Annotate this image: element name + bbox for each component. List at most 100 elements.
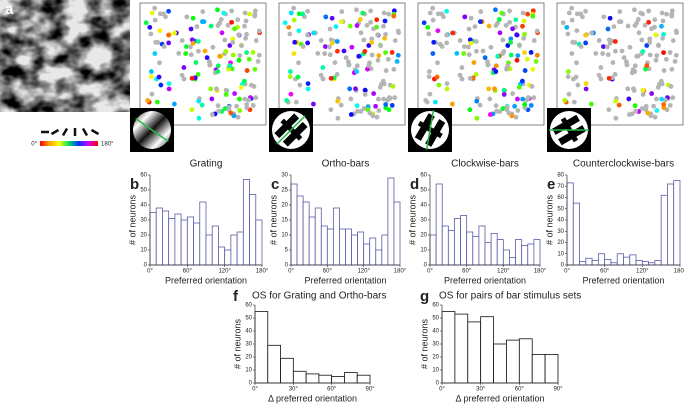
neuron-dot [639,106,645,111]
neuron-dot [565,69,571,74]
bar [249,194,257,266]
bar [429,234,437,266]
neuron-dot [430,5,436,11]
panel-label: f [233,288,239,305]
x-tick-label: 180° [534,269,547,275]
neuron-dot [661,68,667,73]
neuron-dot [466,26,472,32]
panel-label: b [130,176,139,193]
neuron-dot [199,102,205,108]
neuron-dot [632,7,637,13]
neuron-dot [196,48,201,54]
neuron-dot [286,24,292,30]
neuron-dot [366,63,372,69]
colorbar-min: 0° [31,142,37,148]
bar [318,374,333,384]
neuron-dot [334,72,340,77]
neuron-dot [246,56,252,62]
neuron-dot [444,81,450,86]
neuron-dot [322,51,328,56]
x-tick-label: 60° [462,269,472,275]
neuron-dot [658,78,664,84]
neuron-dot [486,86,492,92]
neuron-dot [525,11,531,17]
neuron-dot [202,48,208,54]
bar [339,228,346,266]
neuron-dot [520,96,526,102]
neuron-dot [166,32,171,38]
neuron-dot [617,9,623,15]
x-tick-label: 60° [515,387,525,393]
chart-title: Counterclockwise-bars [573,159,674,170]
bar [375,249,383,266]
neuron-dot [381,23,386,29]
neuron-dot [534,52,540,58]
neuron-dot [145,98,151,103]
y-tick-label: 20 [281,203,288,209]
bar [290,183,298,266]
neuron-dot [236,32,242,38]
bar [472,236,480,266]
y-tick-label: 0 [424,263,428,269]
neuron-dot [515,53,521,58]
neuron-dot [292,39,298,45]
image-texture [0,0,130,112]
neuron-dot [461,51,467,56]
y-axis-label: # of neurons [419,318,429,369]
neuron-dot [305,81,311,86]
x-tick-label: 120° [636,269,649,275]
y-tick-label: 70 [557,184,564,190]
x-axis-label: Δ preferred orientation [455,393,544,403]
neuron-dot [338,19,344,25]
neuron-dot [244,68,250,73]
neuron-dot [505,43,511,48]
neuron-dot [343,55,349,61]
x-tick-label: 60° [327,387,337,393]
neuron-dot [148,69,154,74]
x-tick-label: 0° [439,387,445,393]
neuron-dot [466,52,472,58]
neuron-dot [607,40,613,46]
y-tick-label: 20 [140,233,147,239]
neuron-dot [360,10,366,16]
bar [255,219,263,266]
neuron-dot [195,72,201,77]
neuron-dot [635,17,641,22]
y-tick-label: 5 [285,248,289,254]
neuron-dot [179,72,185,78]
neuron-dot [425,24,431,30]
neuron-dot [166,86,172,92]
bar [454,218,461,266]
neuron-dot [647,36,653,42]
neuron-dot [223,92,229,97]
neuron-dot [642,22,648,28]
neuron-dot [468,15,474,21]
neuron-dot [187,44,193,50]
neuron-dot [616,102,622,108]
neuron-dot [524,56,530,62]
neuron-dot [355,108,361,114]
neuron-dot [506,110,512,116]
neuron-dot [161,11,167,17]
neuron-dot [237,108,243,113]
bar [579,261,587,266]
neuron-dot [239,43,244,49]
neuron-dot [669,13,675,19]
neuron-dot [449,101,455,107]
neuron-dot [157,60,162,66]
neuron-dot [171,101,177,107]
neuron-dot [246,97,251,103]
neuron-dot [223,87,229,93]
neuron-dot [332,60,338,65]
neuron-dot [457,38,463,43]
neuron-dot [377,84,383,90]
x-tick-label: 30° [476,387,486,393]
neuron-dot [149,91,155,97]
y-tick-label: 25 [281,188,288,194]
bar [597,253,606,266]
y-axis-label: # of neurons [544,194,554,245]
bar [478,225,486,266]
neuron-dot [636,30,642,36]
neuron-dot [604,44,610,50]
bar [654,260,662,266]
